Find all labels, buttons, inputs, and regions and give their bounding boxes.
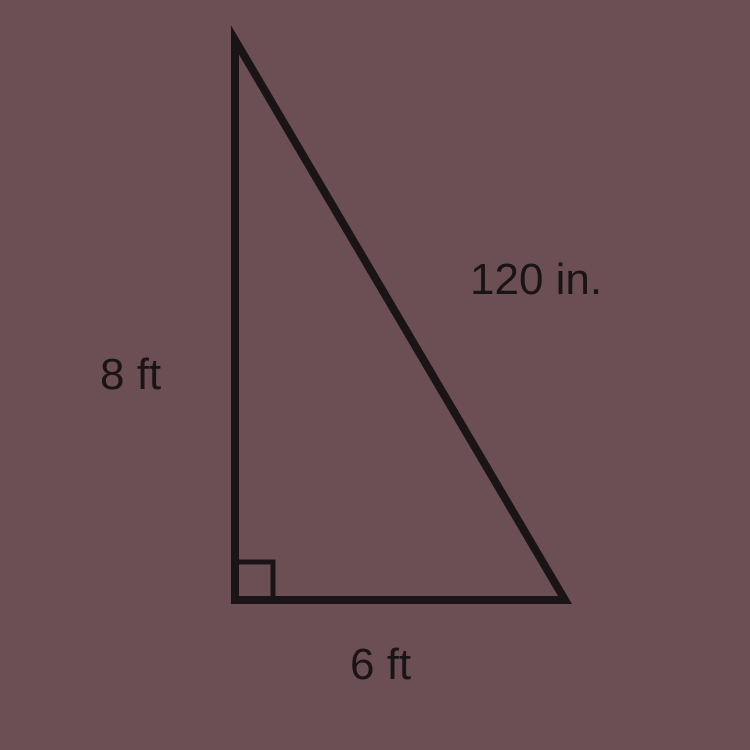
label-vertical-leg: 8 ft bbox=[100, 350, 161, 400]
right-angle-marker bbox=[235, 562, 273, 600]
label-horizontal-leg: 6 ft bbox=[350, 640, 411, 690]
label-hypotenuse: 120 in. bbox=[470, 255, 602, 305]
triangle-shape bbox=[235, 40, 565, 600]
